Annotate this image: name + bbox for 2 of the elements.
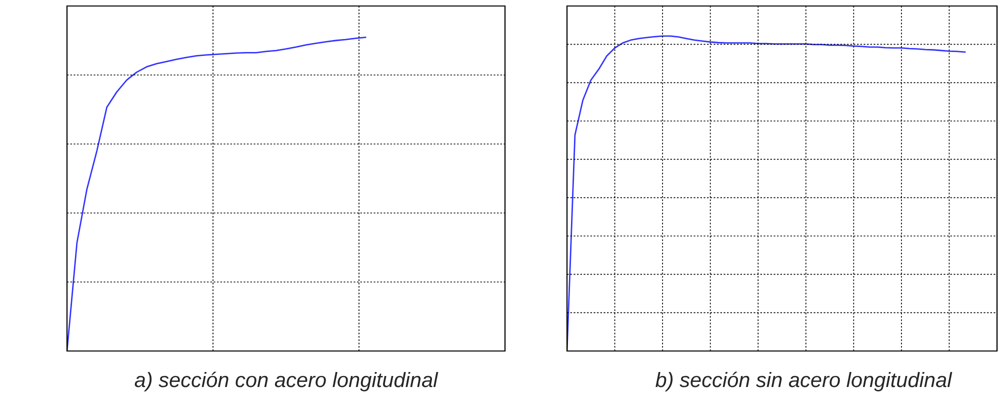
text: b) sección sin acero longitudinal bbox=[656, 372, 952, 392]
text: a) sección con acero longitudinal bbox=[134, 372, 438, 392]
